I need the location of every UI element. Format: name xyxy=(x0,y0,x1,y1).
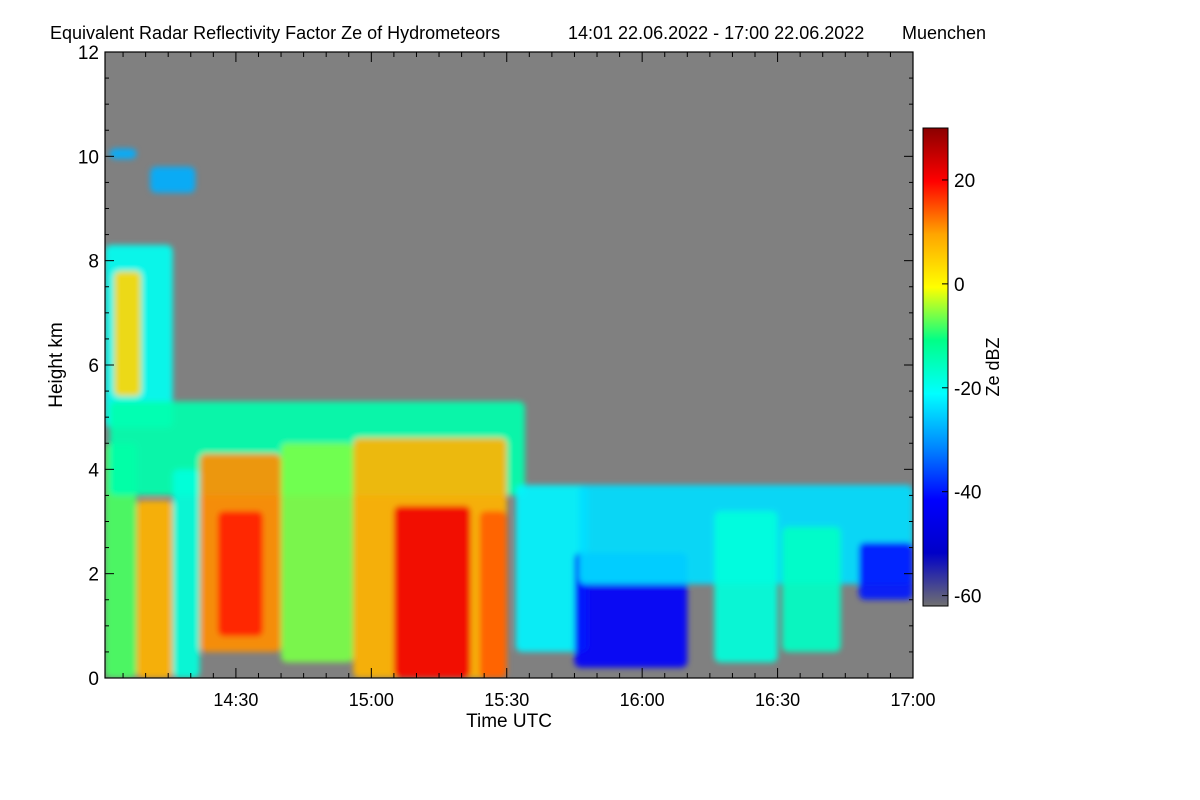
echo-region xyxy=(109,148,137,159)
echo-region xyxy=(136,500,173,678)
x-axis: 14:30 15:00 15:30 16:00 16:30 17:00 xyxy=(122,52,936,710)
y-tick-label: 8 xyxy=(88,252,99,273)
chart-period: 14:01 22.06.2022 - 17:00 22.06.2022 xyxy=(568,23,864,43)
x-tick-label: 14:30 xyxy=(213,690,258,710)
y-tick-label: 2 xyxy=(88,565,99,586)
y-tick-label: 10 xyxy=(78,147,99,168)
echo-region xyxy=(858,542,913,600)
y-axis: 0 2 4 6 8 10 12 xyxy=(78,43,913,690)
colorbar-tick-label: 0 xyxy=(954,275,965,296)
echo-region xyxy=(479,511,507,678)
colorbar-ticks: 20 0 -20 -40 -60 xyxy=(942,171,981,608)
echo-region xyxy=(393,505,471,678)
echo-region xyxy=(782,526,841,652)
x-tick-label: 17:00 xyxy=(890,690,935,710)
echo-region xyxy=(114,271,142,397)
y-tick-label: 4 xyxy=(88,460,99,481)
echo-region xyxy=(515,484,588,652)
chart-location: Muenchen xyxy=(902,23,986,43)
echo-region xyxy=(714,511,778,663)
colorbar-tick-label: -60 xyxy=(954,587,981,608)
colorbar-tick-label: -40 xyxy=(954,483,981,504)
colorbar-tick-label: 20 xyxy=(954,171,975,192)
echo-region xyxy=(281,443,354,663)
colorbar-tick-label: -20 xyxy=(954,379,981,400)
y-tick-label: 6 xyxy=(88,356,99,377)
colorbar xyxy=(922,127,949,607)
echo-region xyxy=(217,511,263,637)
y-axis-label: Height km xyxy=(46,322,67,408)
echo-layer xyxy=(105,148,913,678)
chart-title: Equivalent Radar Reflectivity Factor Ze … xyxy=(50,23,500,43)
x-tick-label: 15:30 xyxy=(484,690,529,710)
echo-region xyxy=(105,443,137,678)
colorbar-label: Ze dBZ xyxy=(983,337,1003,396)
x-tick-label: 15:00 xyxy=(349,690,394,710)
y-tick-label: 12 xyxy=(78,43,99,64)
x-tick-label: 16:00 xyxy=(620,690,665,710)
echo-region xyxy=(150,166,196,193)
y-tick-label: 0 xyxy=(88,669,99,690)
echo-region xyxy=(172,469,200,678)
x-tick-label: 16:30 xyxy=(755,690,800,710)
x-axis-label: Time UTC xyxy=(466,711,552,732)
